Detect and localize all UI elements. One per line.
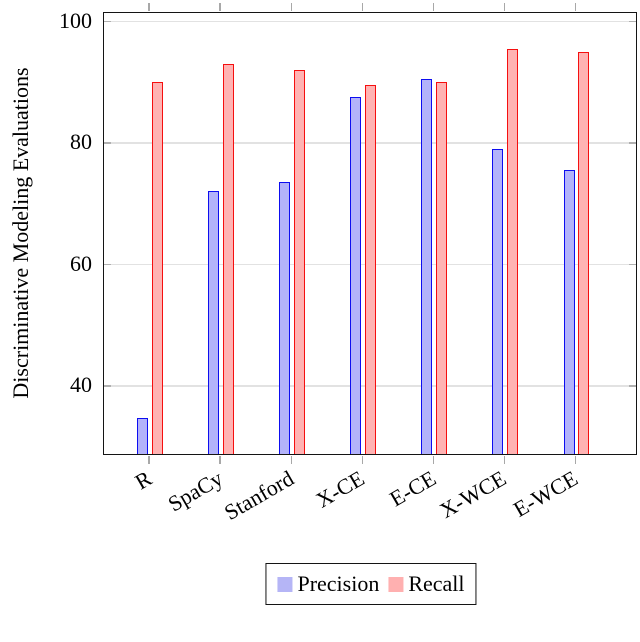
- bar-precision-R: [137, 417, 149, 454]
- x-tick-mark-top-R: [148, 3, 150, 11]
- bar-precision-X-CE: [350, 97, 362, 454]
- y-tick-mark-right-100: [629, 20, 636, 23]
- bar-recall-X-CE: [364, 85, 376, 454]
- bar-recall-E-WCE: [578, 51, 589, 454]
- x-tick-mark-top-Stanford: [290, 3, 293, 11]
- x-tick-mark-top-E-WCE: [574, 3, 577, 11]
- legend-swatch-recall: [388, 576, 404, 592]
- y-tick-mark-left-100: [104, 20, 111, 23]
- y-tick-label-80: 80: [70, 129, 92, 155]
- bar-precision-E-WCE: [563, 169, 575, 454]
- x-tick-label-R: R: [130, 465, 156, 495]
- y-tick-mark-right-80: [629, 142, 636, 144]
- x-tick-label-E-CE: E-CE: [384, 465, 440, 512]
- x-tick-mark-bottom-E-WCE: [574, 456, 577, 464]
- bar-recall-E-CE: [435, 81, 447, 454]
- bar-precision-Stanford: [279, 181, 291, 454]
- x-tick-mark-bottom-X-WCE: [503, 456, 506, 464]
- bar-precision-SpaCy: [208, 190, 220, 454]
- y-tick-mark-left-60: [104, 263, 111, 266]
- x-tick-label-SpaCy: SpaCy: [163, 465, 227, 517]
- y-tick-mark-left-40: [104, 385, 111, 387]
- x-tick-label-Stanford: Stanford: [219, 465, 298, 525]
- y-tick-label-60: 60: [70, 250, 92, 276]
- legend-label-precision: Precision: [297, 571, 380, 596]
- legend-item-precision: Precision: [277, 572, 379, 596]
- x-tick-label-X-CE: X-CE: [311, 465, 369, 513]
- legend-label-recall: Recall: [408, 571, 465, 596]
- y-tick-mark-right-40: [629, 385, 636, 387]
- x-tick-mark-bottom-X-CE: [361, 456, 364, 464]
- x-tick-mark-bottom-SpaCy: [219, 456, 222, 464]
- y-tick-label-40: 40: [70, 372, 92, 398]
- bar-recall-SpaCy: [222, 63, 234, 454]
- legend: Precision Recall: [265, 563, 477, 605]
- x-tick-mark-top-X-CE: [361, 3, 364, 11]
- legend-item-recall: Recall: [388, 571, 465, 596]
- bar-precision-X-WCE: [492, 148, 504, 454]
- legend-swatch-precision: [277, 576, 293, 592]
- bar-recall-R: [151, 81, 163, 454]
- x-tick-mark-bottom-Stanford: [290, 456, 293, 464]
- gridline-y-100: [104, 20, 636, 23]
- bar-recall-X-WCE: [506, 48, 518, 454]
- x-tick-mark-bottom-R: [148, 456, 150, 464]
- plot-area: [103, 3, 637, 464]
- x-tick-label-X-WCE: X-WCE: [435, 465, 511, 524]
- y-tick-mark-right-60: [629, 263, 636, 266]
- x-tick-mark-bottom-E-CE: [432, 456, 435, 464]
- y-tick-label-100: 100: [59, 7, 92, 33]
- bar-precision-E-CE: [421, 78, 433, 454]
- x-tick-label-E-WCE: E-WCE: [508, 465, 582, 522]
- y-tick-mark-left-80: [104, 142, 111, 144]
- x-tick-mark-top-SpaCy: [219, 3, 222, 11]
- x-tick-mark-top-E-CE: [432, 3, 435, 11]
- y-axis-title: Discriminative Modeling Evaluations: [8, 67, 33, 399]
- bar-recall-Stanford: [293, 69, 305, 454]
- x-tick-mark-top-X-WCE: [503, 3, 506, 11]
